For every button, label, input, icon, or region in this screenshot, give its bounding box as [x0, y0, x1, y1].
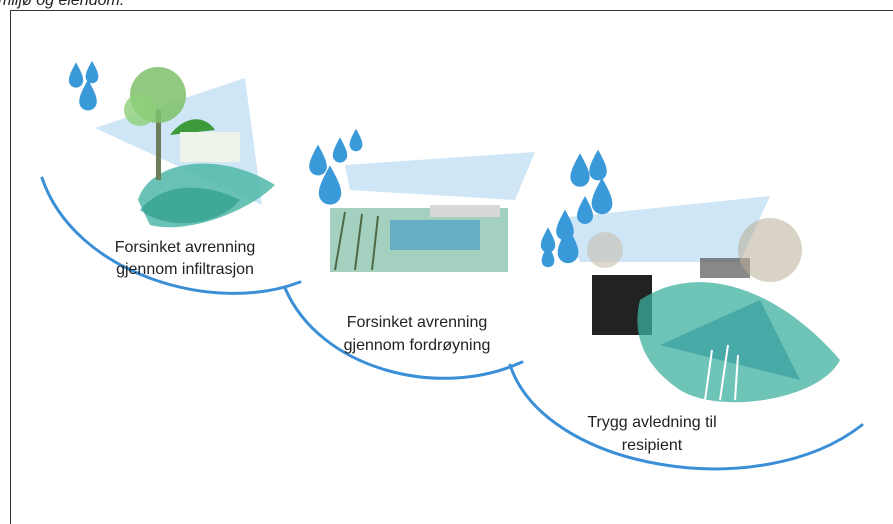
illustration-detention — [330, 152, 535, 272]
flow-curve — [40, 176, 302, 295]
caption: miljø og eiendom. — [0, 0, 124, 9]
stage-label: Forsinket avrenning — [347, 314, 488, 331]
stage-label: gjennom infiltrasjon — [116, 261, 254, 278]
illustration-infiltration — [95, 67, 275, 228]
raindrops-1 — [68, 60, 99, 111]
flow-curve — [283, 286, 524, 380]
illustration-outlet — [560, 196, 840, 403]
stage-label: resipient — [622, 437, 683, 454]
stage-label: gjennom fordrøyning — [344, 337, 491, 354]
frame — [10, 10, 893, 524]
stage-label: Forsinket avrenning — [115, 239, 256, 256]
flow-curve — [508, 363, 864, 471]
stage-label: Trygg avledning til — [587, 414, 716, 431]
